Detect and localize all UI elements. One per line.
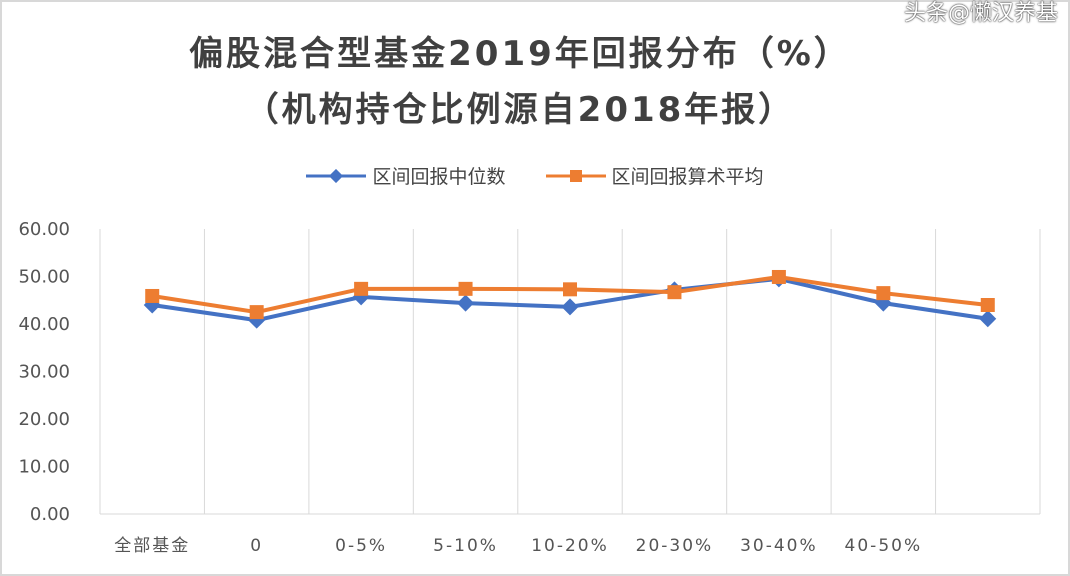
x-tick-label: 20-30% (636, 536, 714, 556)
y-tick-label: 40.00 (18, 314, 70, 335)
data-point-mean (563, 282, 577, 297)
legend-label-median: 区间回报中位数 (372, 166, 506, 188)
legend-marker-mean (545, 169, 606, 182)
y-tick-label: 60.00 (18, 219, 70, 240)
legend: 区间回报中位数 区间回报算术平均 (0, 162, 1070, 189)
x-tick-label: 10-20% (531, 536, 609, 556)
data-point-median (561, 298, 579, 316)
y-tick-label: 30.00 (18, 362, 70, 383)
y-tick-label: 50.00 (18, 267, 70, 288)
legend-item-mean: 区间回报算术平均 (545, 162, 764, 189)
data-point-mean (458, 281, 473, 296)
chart-subtitle: （机构持仓比例源自2018年报） (244, 90, 796, 130)
x-tick-label: 0 (250, 536, 263, 556)
data-point-mean (980, 298, 995, 312)
data-point-mean (667, 285, 682, 300)
x-tick-label: 全部基金 (114, 536, 190, 556)
legend-item-median: 区间回报中位数 (306, 162, 506, 189)
watermark: 头条@懒汉养基 (903, 1, 1058, 26)
x-tick-label: 40-50% (845, 536, 923, 556)
chart-title: 偏股混合型基金2019年回报分布（%） (189, 34, 851, 74)
y-tick-label: 10.00 (18, 457, 70, 478)
data-point-mean (145, 288, 160, 303)
data-point-mean (354, 281, 369, 296)
data-point-median (979, 310, 997, 328)
y-tick-label: 20.00 (18, 409, 70, 430)
y-tick-label: 0.00 (30, 504, 70, 525)
x-tick-label: 0-5% (335, 536, 387, 556)
x-tick-label: 5-10% (433, 536, 498, 556)
data-point-median (457, 294, 475, 312)
data-point-mean (249, 305, 264, 320)
legend-marker-median (306, 168, 367, 183)
data-point-mean (771, 269, 786, 284)
x-tick-label: 30-40% (740, 536, 818, 556)
legend-label-mean: 区间回报算术平均 (611, 166, 764, 188)
data-point-mean (876, 286, 891, 301)
